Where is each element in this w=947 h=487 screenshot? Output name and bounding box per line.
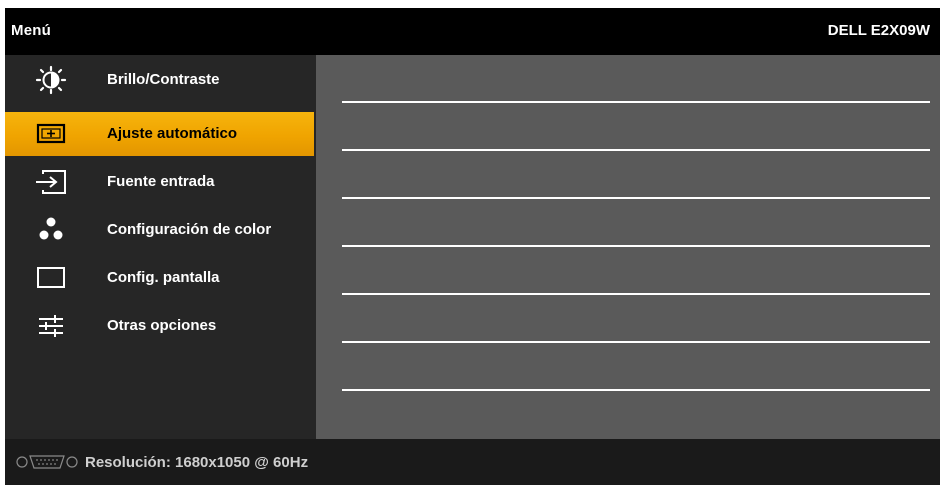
menu-item-display-settings[interactable]: Config. pantalla — [5, 256, 314, 300]
menu-title: Menú — [11, 22, 51, 39]
menu-item-color-settings[interactable]: Configuración de color — [5, 208, 314, 252]
monitor-osd: Menú DELL E2X09W — [5, 8, 940, 485]
menu-item-label: Brillo/Contraste — [107, 71, 220, 88]
submenu-divider — [342, 197, 930, 199]
submenu-panel — [316, 55, 940, 439]
main-menu: Brillo/Contraste Ajuste automático — [5, 55, 316, 439]
osd-header: Menú DELL E2X09W — [5, 8, 940, 55]
auto-adjust-icon — [33, 119, 69, 149]
menu-item-auto-adjust[interactable]: Ajuste automático — [5, 112, 314, 156]
status-bar: Resolución: 1680x1050 @ 60Hz — [5, 439, 940, 485]
menu-item-brightness-contrast[interactable]: Brillo/Contraste — [5, 58, 314, 102]
display-settings-icon — [33, 263, 69, 293]
resolution-readout: Resolución: 1680x1050 @ 60Hz — [85, 454, 309, 471]
color-settings-icon — [33, 215, 69, 245]
monitor-model: DELL E2X09W — [827, 22, 930, 39]
submenu-divider — [342, 245, 930, 247]
menu-item-other-settings[interactable]: Otras opciones — [5, 304, 314, 348]
submenu-divider — [342, 101, 930, 103]
submenu-divider — [342, 389, 930, 391]
menu-item-label: Fuente entrada — [107, 173, 215, 190]
input-source-icon — [33, 167, 69, 197]
menu-item-input-source[interactable]: Fuente entrada — [5, 160, 314, 204]
other-settings-icon — [33, 311, 69, 341]
submenu-divider — [342, 293, 930, 295]
menu-item-label: Configuración de color — [107, 221, 272, 238]
brightness-contrast-icon — [33, 65, 69, 95]
menu-item-label: Config. pantalla — [107, 269, 220, 286]
menu-item-label: Ajuste automático — [107, 125, 238, 142]
submenu-divider — [342, 341, 930, 343]
vga-connector-icon — [15, 454, 79, 470]
menu-item-label: Otras opciones — [107, 317, 217, 334]
submenu-divider — [342, 149, 930, 151]
